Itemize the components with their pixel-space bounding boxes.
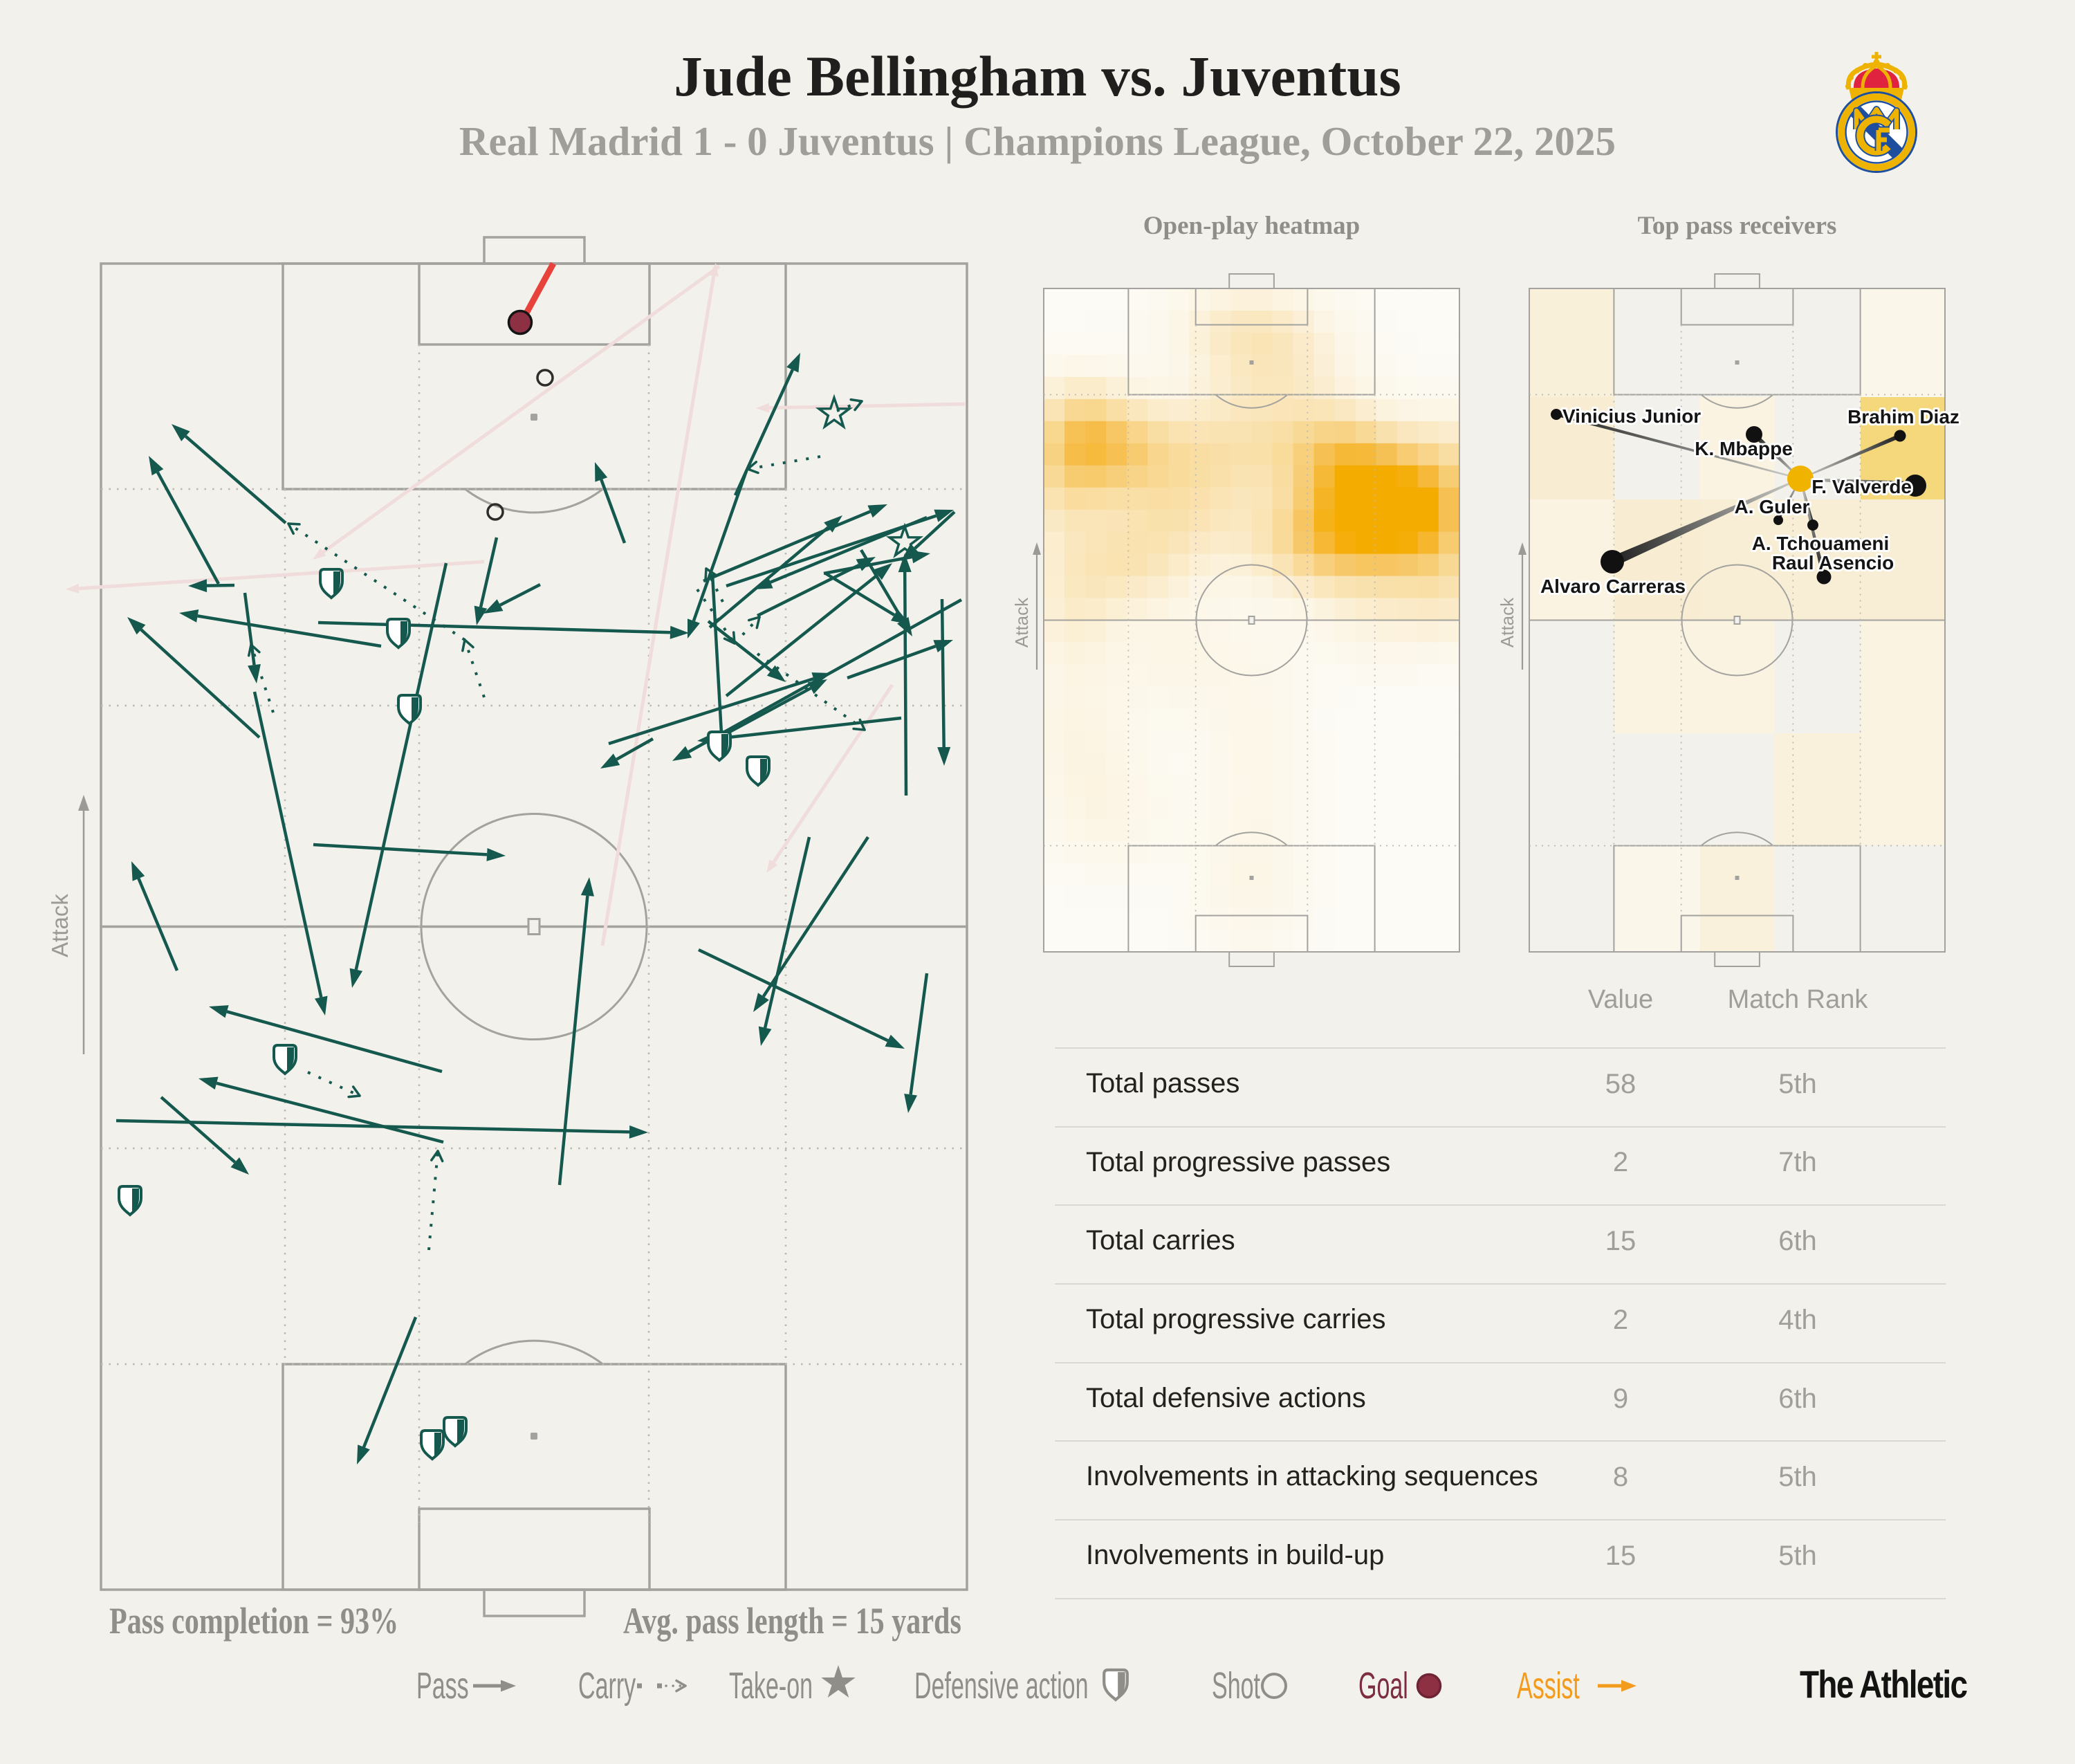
svg-text:A. Tchouameni: A. Tchouameni	[1752, 533, 1890, 554]
svg-text:F. Valverde: F. Valverde	[1811, 476, 1912, 497]
svg-text:Brahim Diaz: Brahim Diaz	[1847, 406, 1959, 428]
svg-text:A. Guler: A. Guler	[1735, 496, 1810, 517]
svg-text:Attack: Attack	[47, 894, 73, 957]
svg-text:Attack: Attack	[1497, 597, 1518, 647]
svg-text:Raul Asencio: Raul Asencio	[1772, 552, 1894, 573]
svg-text:K. Mbappe: K. Mbappe	[1695, 438, 1793, 459]
svg-text:Alvaro Carreras: Alvaro Carreras	[1540, 576, 1686, 597]
svg-text:Vinicius Junior: Vinicius Junior	[1562, 405, 1701, 427]
svg-text:Attack: Attack	[1011, 597, 1032, 647]
